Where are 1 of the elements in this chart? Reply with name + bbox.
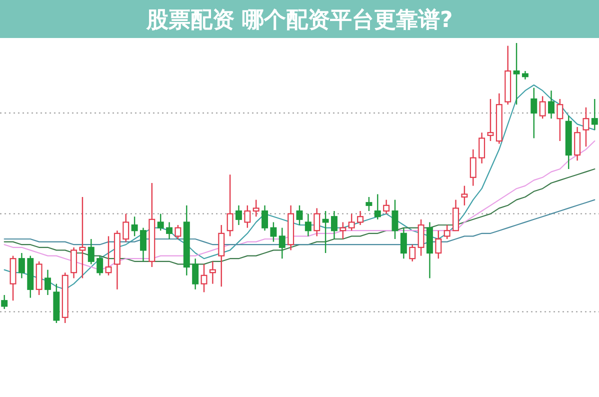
chart-title: 股票配资 哪个配资平台更靠谱? bbox=[145, 7, 453, 33]
